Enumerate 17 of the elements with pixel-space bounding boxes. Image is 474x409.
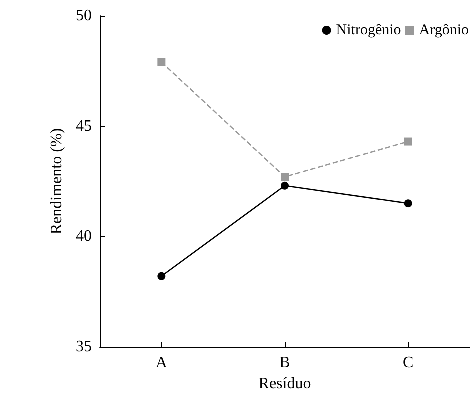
point — [404, 138, 412, 146]
x-tick-label: C — [402, 354, 414, 372]
legend-label: Nitrogênio — [336, 22, 402, 38]
x-axis-title: Resíduo — [258, 375, 312, 392]
y-tick-label: 40 — [76, 228, 92, 246]
x-tick-label: A — [156, 354, 168, 372]
y-tick-label: 35 — [76, 338, 92, 356]
point — [158, 272, 166, 280]
y-tick-label: 50 — [76, 8, 92, 24]
point — [404, 200, 412, 208]
point — [281, 173, 289, 182]
x-tick-label: B — [280, 354, 290, 372]
y-axis-title: Rendimento (%) — [48, 128, 66, 235]
y-tick-label: 45 — [76, 118, 92, 135]
legend-label: Argônio — [419, 22, 470, 38]
point — [158, 58, 166, 66]
point — [281, 182, 289, 190]
